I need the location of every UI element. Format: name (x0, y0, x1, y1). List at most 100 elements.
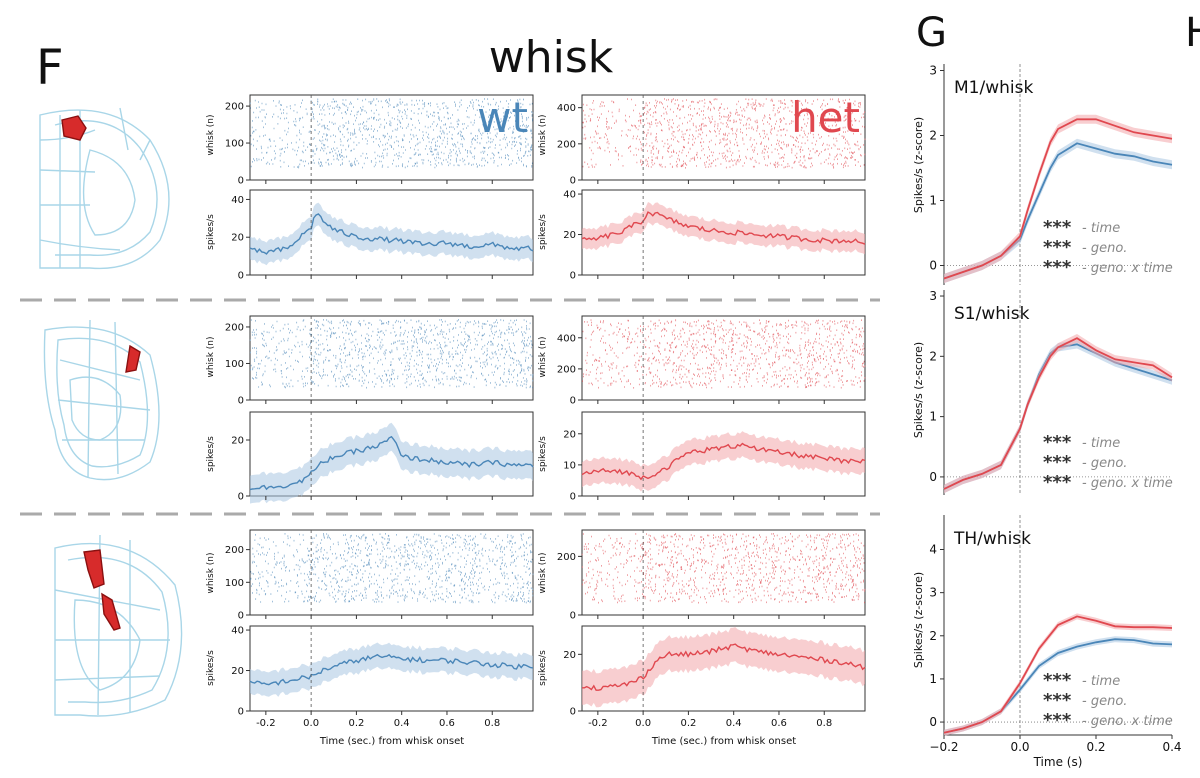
g-th-ytick-label: 1 (929, 672, 937, 686)
brain-region-highlight (61, 115, 87, 141)
legend-het: het (791, 93, 860, 142)
sig-label-time: - time (1082, 221, 1120, 236)
g-s1-ytick-label: 3 (929, 289, 937, 303)
sig-label-geno: - geno. (1082, 456, 1127, 471)
f1-psth-wt-error-band (250, 202, 533, 266)
f3-raster-wt (249, 529, 534, 616)
sig-label-geno: - geno. (1082, 241, 1127, 256)
f2-raster-wt (249, 315, 534, 401)
sig-label-time: - time (1082, 436, 1120, 451)
significance-th: *** - time *** - geno. *** - geno. x tim… (1043, 670, 1173, 731)
f3-psth-wt-xtick-label: -0.2 (256, 718, 276, 729)
f1-raster-wt-ytick-label: 100 (225, 139, 244, 150)
f3-psth-het-xtick-label: 0.6 (771, 718, 787, 729)
f3-raster-het (581, 529, 866, 616)
f1-psth-wt-ytick-label: 0 (238, 271, 244, 282)
f3-psth-het-error-band (582, 627, 865, 708)
f3-psth-het-ylabel: spikes/s (538, 650, 548, 686)
brain-schematic-th (54, 534, 183, 717)
g-xlabel: Time (s) (1033, 755, 1083, 769)
f2-psth-het-ytick-label: 0 (570, 492, 576, 503)
g-s1-ytick-label: 2 (929, 349, 937, 363)
significance-s1: *** - time *** - geno. *** - geno. x tim… (1043, 432, 1173, 493)
f2-psth-wt-ytick-label: 0 (238, 492, 244, 503)
f3-psth-wt-ytick-label: 40 (231, 626, 244, 637)
f1-raster-het-ylabel: whisk (n) (538, 114, 548, 155)
g-axis-labels: Spikes/s (z-score) Spikes/s (z-score) Sp… (912, 117, 1082, 769)
f2-psth-het-mean-line (581, 442, 866, 481)
sig-stars: *** (1043, 690, 1072, 711)
f3-psth-het-mean-line (582, 643, 866, 691)
f1-raster-het-spikes (582, 98, 866, 169)
brain-region-highlight (101, 592, 121, 631)
f3-psth-wt-ytick-label: 20 (231, 666, 244, 677)
f2-psth-het-error-band (582, 431, 865, 492)
brain-region-highlight (83, 549, 105, 589)
sig-stars: *** (1043, 670, 1072, 691)
charts-layer: 0100200020040002040020400100200020040002… (225, 64, 1182, 755)
panel-letter-f: F (36, 40, 64, 96)
f3-psth-wt-xtick-label: 0.0 (303, 718, 319, 729)
brain-region-highlight (125, 344, 141, 373)
g-s1-ylabel: Spikes/s (z-score) (912, 342, 925, 438)
f2-psth-wt-error-band (250, 422, 533, 504)
brain-schematic-s1 (43, 319, 160, 481)
section-title: whisk (489, 32, 614, 83)
g-s1-title: S1/whisk (954, 304, 1030, 324)
f2-psth-wt-ylabel: spikes/s (206, 436, 216, 472)
f1-psth-wt-ylabel: spikes/s (206, 214, 216, 250)
f1-psth-wt-ytick-label: 20 (231, 233, 244, 244)
f3-raster-het-spikes (581, 533, 866, 604)
f2-psth-wt-ytick-label: 20 (231, 436, 244, 447)
g-s1-het-band (944, 334, 1172, 494)
f2-raster-het-ytick-label: 400 (557, 333, 576, 344)
f1-psth-wt-mean-line (249, 213, 534, 255)
f2-raster-wt-ytick-label: 100 (225, 359, 244, 370)
f1-raster-wt-ytick-label: 0 (238, 176, 244, 187)
f3-raster-het-ylabel: whisk (n) (538, 552, 548, 593)
g-m1-ytick-label: 0 (929, 259, 937, 273)
f2-raster-wt-ytick-label: 200 (225, 322, 244, 333)
g-th-xtick-label: 0.2 (1086, 740, 1105, 754)
significance-m1: *** - time *** - geno. *** - geno. x tim… (1043, 217, 1173, 278)
f2-raster-het-ytick-label: 200 (557, 364, 576, 375)
g-th-xtick-label: 0.0 (1010, 740, 1029, 754)
f2-raster-wt-spike-marks (249, 319, 534, 389)
f3-psth-het-xtick-label: 0.2 (680, 718, 696, 729)
f2-raster-wt-spikes (249, 319, 534, 389)
g-m1-het-line (943, 118, 1173, 280)
f2-raster-het-spike-marks (582, 319, 866, 389)
g-th-ytick-label: 3 (929, 586, 937, 600)
g-th-title: TH/whisk (953, 529, 1031, 549)
g-th-het-line (943, 615, 1173, 734)
f2-raster-wt-ylabel: whisk (n) (206, 336, 216, 377)
f3-raster-wt-ylabel: whisk (n) (206, 552, 216, 593)
sig-stars: *** (1043, 257, 1072, 278)
f1-psth-het-mean-line (581, 211, 866, 245)
f2-psth-wt-mean-line (249, 435, 534, 491)
sig-stars: *** (1043, 710, 1072, 731)
f2-raster-het-ytick-label: 0 (570, 396, 576, 407)
sig-stars: *** (1043, 452, 1072, 473)
legend-wt: wt (477, 93, 528, 142)
f3-wt-xlabel: Time (sec.) from whisk onset (319, 736, 464, 747)
g-th-ytick-label: 4 (929, 543, 937, 557)
f1-raster-het (581, 94, 866, 181)
f1-raster-wt-ytick-label: 200 (225, 102, 244, 113)
f3-psth-wt-mean-line (249, 653, 534, 686)
f3-psth-wt-xtick-label: 0.6 (439, 718, 455, 729)
g-m1-ylabel: Spikes/s (z-score) (912, 117, 925, 213)
f1-psth-het-ytick-label: 20 (563, 230, 576, 241)
f3-psth-het-xtick-label: 0.8 (816, 718, 832, 729)
f3-psth-het-xtick-label: 0.0 (635, 718, 651, 729)
f1-raster-wt-spike-marks (249, 98, 534, 169)
sig-stars: *** (1043, 237, 1072, 258)
g-th-ylabel: Spikes/s (z-score) (912, 572, 925, 668)
f1-psth-het-ytick-label: 40 (563, 190, 576, 201)
f1-psth-het-ytick-label: 0 (570, 271, 576, 282)
f3-psth-het-ytick-label: 0 (570, 707, 576, 718)
f3-psth-het-ytick-label: 20 (563, 650, 576, 661)
f1-psth-het-ylabel: spikes/s (538, 214, 548, 250)
f3-raster-wt-spike-marks (250, 533, 534, 604)
